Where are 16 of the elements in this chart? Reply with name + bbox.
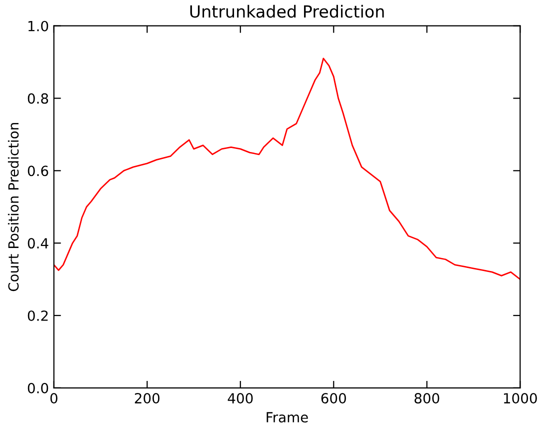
x-tick-label: 400	[228, 393, 253, 404]
y-axis-title: Court Position Prediction	[8, 123, 19, 292]
x-tick-label: 0	[50, 393, 58, 404]
x-axis-title: Frame	[266, 412, 308, 423]
y-tick-label: 0.4	[28, 238, 48, 249]
y-tick-label: 1.0	[28, 20, 48, 32]
y-tick-label: 0.2	[28, 310, 48, 321]
x-tick-label: 1000	[504, 393, 537, 404]
x-tick-label: 200	[134, 393, 160, 404]
y-tick-label: 0.8	[28, 93, 48, 104]
line-series	[54, 58, 520, 280]
y-tick-label: 0.0	[28, 382, 48, 394]
x-tick-label: 800	[414, 393, 440, 404]
x-tick-label: 600	[321, 393, 346, 404]
chart-title: Untrunkaded Prediction	[190, 4, 384, 18]
y-tick-label: 0.6	[28, 166, 48, 176]
